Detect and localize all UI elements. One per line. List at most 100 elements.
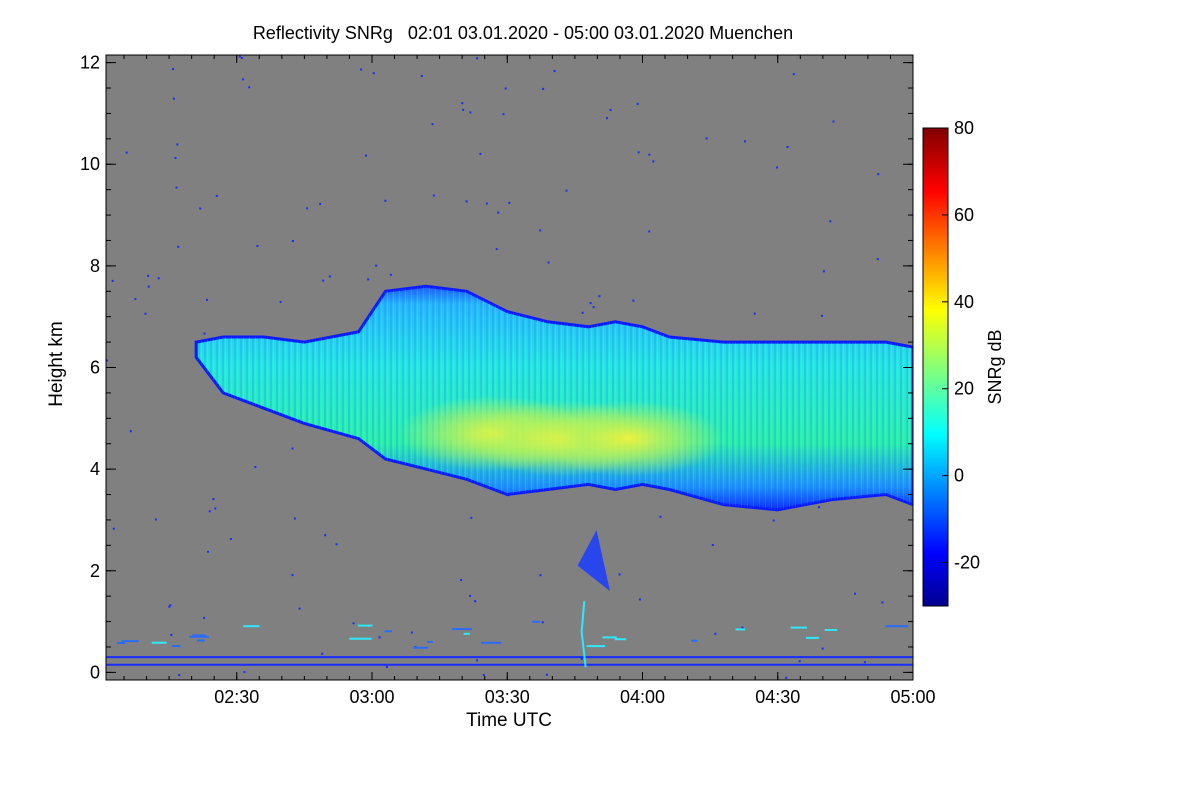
noise-pixel bbox=[174, 157, 177, 159]
noise-pixel bbox=[461, 102, 464, 105]
noise-pixel bbox=[254, 466, 257, 468]
noise-pixel bbox=[744, 140, 746, 143]
noise-pixel bbox=[741, 626, 744, 629]
x-axis: 02:30 03:00 03:30 04:00 04:30 05:00 bbox=[123, 55, 936, 707]
noise-pixel bbox=[319, 202, 322, 205]
low-return bbox=[189, 635, 209, 638]
y-axis: 0 2 4 6 8 10 12 bbox=[80, 53, 913, 682]
mid-level-echo bbox=[577, 530, 611, 592]
cloud-core-blob bbox=[534, 400, 724, 477]
noise-pixel bbox=[638, 598, 641, 601]
colorbar-gradient bbox=[922, 127, 949, 607]
noise-pixel bbox=[497, 211, 500, 214]
noise-pixel bbox=[335, 543, 338, 546]
noise-pixel bbox=[172, 68, 174, 71]
noise-pixel bbox=[714, 632, 717, 635]
colorbar-tick-label: 0 bbox=[954, 466, 964, 486]
noise-pixel bbox=[203, 332, 206, 335]
noise-pixel bbox=[502, 113, 505, 116]
x-tick-label: 02:30 bbox=[214, 687, 259, 707]
noise-pixel bbox=[208, 510, 211, 513]
low-return bbox=[463, 632, 470, 635]
colorbar-tick-label: 20 bbox=[954, 379, 974, 399]
noise-pixel bbox=[711, 544, 714, 546]
noise-pixel bbox=[322, 279, 325, 282]
noise-pixel bbox=[652, 160, 655, 163]
y-tick-label: 10 bbox=[80, 154, 100, 174]
noise-pixel bbox=[541, 621, 544, 624]
noise-pixel bbox=[485, 202, 488, 205]
y-tick-label: 4 bbox=[90, 459, 100, 479]
noise-pixel bbox=[876, 258, 879, 261]
y-tick-label: 6 bbox=[90, 358, 100, 378]
noise-pixel bbox=[432, 194, 435, 197]
noise-pixel bbox=[172, 97, 175, 100]
noise-pixel bbox=[465, 200, 468, 203]
noise-pixel bbox=[238, 55, 241, 58]
noise-pixel bbox=[786, 146, 789, 148]
noise-pixel bbox=[134, 298, 137, 301]
low-return bbox=[586, 645, 605, 648]
noise-pixel bbox=[111, 279, 114, 282]
noise-pixel bbox=[147, 274, 150, 277]
colorbar-tick-label: 80 bbox=[954, 118, 974, 138]
noise-pixel bbox=[385, 665, 388, 668]
noise-pixel bbox=[175, 186, 178, 189]
x-tick-label: 03:00 bbox=[349, 687, 394, 707]
y-tick-label: 12 bbox=[80, 53, 100, 73]
y-tick-label: 2 bbox=[90, 561, 100, 581]
noise-pixel bbox=[821, 314, 823, 317]
noise-pixel bbox=[609, 109, 612, 111]
low-return bbox=[412, 646, 429, 649]
low-return bbox=[121, 640, 139, 643]
noise-pixels bbox=[106, 55, 893, 679]
noise-pixel bbox=[279, 301, 282, 303]
noise-pixel bbox=[470, 516, 473, 519]
y-tick-label: 8 bbox=[90, 256, 100, 276]
noise-pixel bbox=[321, 652, 324, 655]
plot-area bbox=[105, 54, 914, 681]
noise-pixel bbox=[248, 86, 251, 89]
low-return bbox=[384, 630, 393, 633]
noise-pixel bbox=[328, 275, 331, 278]
low-return bbox=[358, 624, 373, 627]
noise-pixel bbox=[659, 515, 662, 518]
noise-pixel bbox=[504, 87, 507, 90]
noise-pixel bbox=[553, 70, 556, 73]
noise-pixel bbox=[420, 75, 423, 77]
noise-pixel bbox=[378, 636, 381, 639]
noise-pixel bbox=[242, 78, 245, 81]
noise-pixel bbox=[475, 659, 478, 662]
noise-pixel bbox=[476, 57, 478, 60]
noise-pixel bbox=[178, 674, 181, 677]
noise-pixel bbox=[293, 517, 296, 520]
noise-pixel bbox=[207, 550, 209, 553]
noise-pixel bbox=[479, 152, 482, 155]
noise-pixel bbox=[637, 151, 640, 154]
noise-pixel bbox=[881, 601, 884, 604]
noise-pixel bbox=[112, 527, 115, 530]
noise-pixel bbox=[215, 194, 218, 197]
noise-pixel bbox=[170, 633, 173, 636]
low-return bbox=[151, 641, 167, 644]
noise-pixel bbox=[821, 647, 824, 650]
noise-pixel bbox=[367, 278, 370, 281]
noise-pixel bbox=[129, 430, 132, 433]
noise-pixel bbox=[291, 447, 294, 450]
noise-pixel bbox=[606, 117, 608, 120]
low-return bbox=[116, 642, 125, 644]
x-axis-label: Time UTC bbox=[466, 710, 552, 731]
noise-pixel bbox=[877, 173, 880, 176]
fall-streak bbox=[580, 601, 587, 668]
low-return bbox=[691, 639, 698, 642]
noise-pixel bbox=[648, 230, 651, 233]
noise-pixel bbox=[632, 299, 635, 302]
cloud-texture bbox=[196, 286, 913, 510]
noise-pixel bbox=[203, 616, 206, 619]
noise-pixel bbox=[157, 277, 160, 280]
noise-pixel bbox=[474, 600, 477, 603]
low-return bbox=[735, 628, 746, 631]
colorbar-ticks: -20 0 20 40 60 80 bbox=[942, 118, 980, 573]
noise-pixel bbox=[212, 498, 215, 501]
